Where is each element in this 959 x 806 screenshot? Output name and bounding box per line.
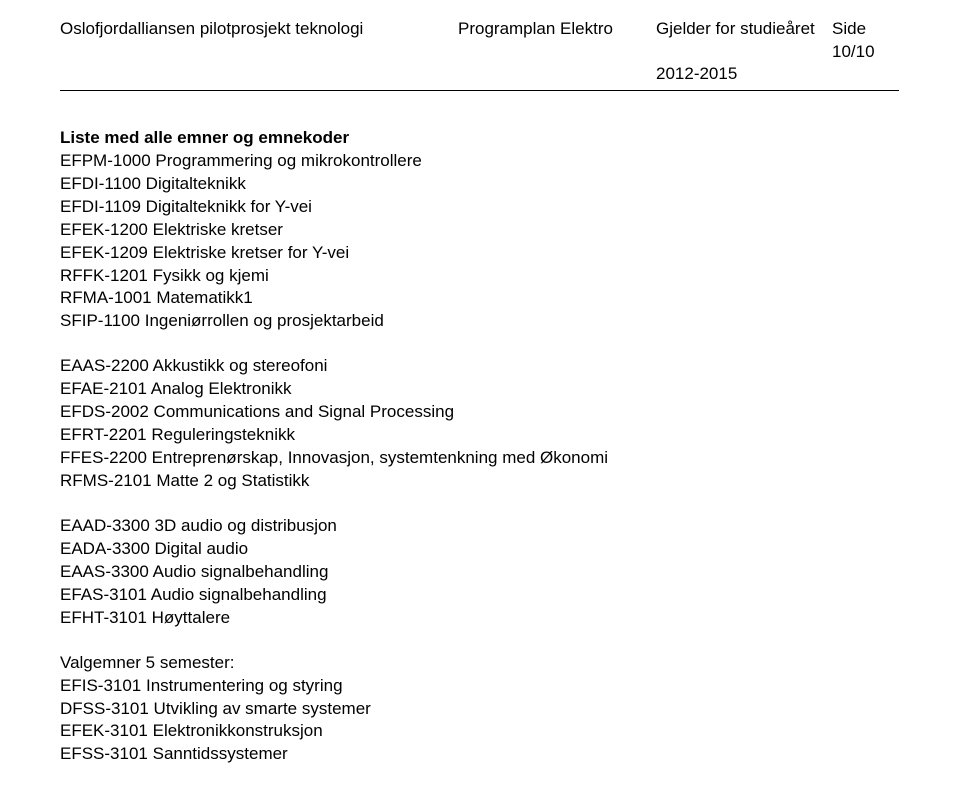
course-line: EAAS-3300 Audio signalbehandling [60,561,899,584]
course-line: EFDI-1100 Digitalteknikk [60,173,899,196]
page-title: Liste med alle emner og emnekoder [60,127,899,150]
course-line: EFDS-2002 Communications and Signal Proc… [60,401,899,424]
course-block-3: EAAD-3300 3D audio og distribusjon EADA-… [60,515,899,630]
side-page: 10/10 [832,42,875,61]
course-block-4: Valgemner 5 semester: EFIS-3101 Instrume… [60,652,899,767]
course-line: EFAE-2101 Analog Elektronikk [60,378,899,401]
page: Oslofjordalliansen pilotprosjekt teknolo… [0,0,959,806]
course-line: RFFK-1201 Fysikk og kjemi [60,265,899,288]
course-line: EFEK-1200 Elektriske kretser [60,219,899,242]
header-right: Gjelder for studieåret [656,18,832,64]
header-left: Oslofjordalliansen pilotprosjekt teknolo… [60,18,458,64]
elective-heading: Valgemner 5 semester: [60,652,899,675]
course-line: EAAS-2200 Akkustikk og stereofoni [60,355,899,378]
content: Liste med alle emner og emnekoder EFPM-1… [60,127,899,766]
header-subline: 2012-2015 [656,64,899,84]
course-line: RFMS-2101 Matte 2 og Statistikk [60,470,899,493]
course-line: EFSS-3101 Sanntidssystemer [60,743,899,766]
course-line: EFPM-1000 Programmering og mikrokontroll… [60,150,899,173]
header-rule [60,90,899,91]
course-line: EAAD-3300 3D audio og distribusjon [60,515,899,538]
course-line: EFDI-1109 Digitalteknikk for Y-vei [60,196,899,219]
side-prefix: Side [832,19,866,38]
course-line: EFRT-2201 Reguleringsteknikk [60,424,899,447]
course-block-1: EFPM-1000 Programmering og mikrokontroll… [60,150,899,334]
course-line: EADA-3300 Digital audio [60,538,899,561]
course-line: RFMA-1001 Matematikk1 [60,287,899,310]
course-line: DFSS-3101 Utvikling av smarte systemer [60,698,899,721]
course-line: EFEK-3101 Elektronikkonstruksjon [60,720,899,743]
course-line: FFES-2200 Entreprenørskap, Innovasjon, s… [60,447,899,470]
course-line: EFHT-3101 Høyttalere [60,607,899,630]
course-block-2: EAAS-2200 Akkustikk og stereofoni EFAE-2… [60,355,899,493]
course-line: EFIS-3101 Instrumentering og styring [60,675,899,698]
header-side: Side 10/10 [832,18,899,64]
header-mid: Programplan Elektro [458,18,656,64]
course-line: EFAS-3101 Audio signalbehandling [60,584,899,607]
course-line: SFIP-1100 Ingeniørrollen og prosjektarbe… [60,310,899,333]
course-line: EFEK-1209 Elektriske kretser for Y-vei [60,242,899,265]
page-header: Oslofjordalliansen pilotprosjekt teknolo… [60,18,899,64]
